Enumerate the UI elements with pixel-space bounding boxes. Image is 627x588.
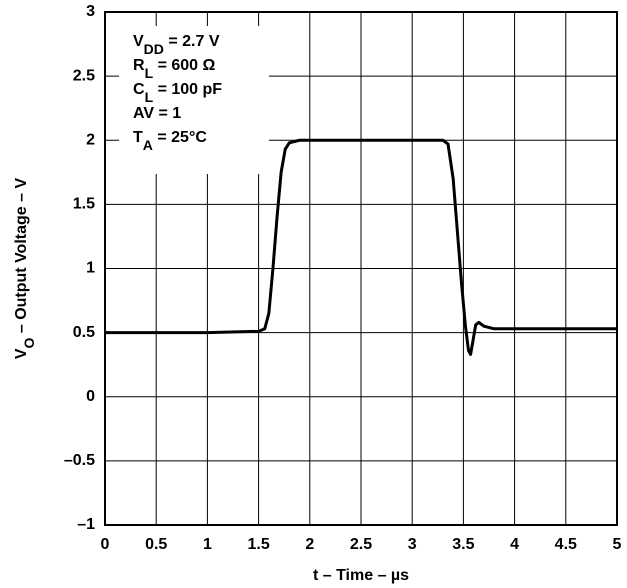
y-tick-label: –0.5 [64,452,95,469]
x-tick-label: 0 [101,536,110,553]
annotation: CL = 100 pF [133,81,222,104]
annotation-part: = 600 Ω [153,57,215,74]
x-tick-label: 5 [613,536,622,553]
annotation-part: = 2.7 V [164,33,220,50]
y-tick-label: 3 [86,3,95,20]
x-tick-label: 0.5 [145,536,167,553]
y-tick-label: –1 [77,516,95,533]
annotation-part: V [133,33,144,50]
y-tick-label: 0 [86,388,95,405]
annotation-part: T [133,129,143,146]
x-tick-label: 3 [408,536,417,553]
y-tick-label: 2 [86,131,95,148]
y-axis-label: VO – Output Voltage – V [13,178,36,360]
y-tick-label: 0.5 [73,324,95,341]
annotation-part: DD [144,41,164,57]
x-tick-label: 3.5 [452,536,474,553]
annotation: RL = 600 Ω [133,57,216,80]
y-axis-label-part: V [13,348,30,359]
plot-frame [104,11,618,526]
annotation-part: C [133,81,145,98]
x-axis-label: t – Time – µs [313,567,409,584]
x-tick-label: 4.5 [555,536,577,553]
annotation: AV = 1 [133,105,181,122]
y-tick-label: 1.5 [73,196,95,213]
x-tick-label: 2 [305,536,314,553]
annotation-part: R [133,57,145,74]
annotation-box [119,26,269,174]
annotation: VDD = 2.7 V [133,33,220,56]
x-tick-label: 2.5 [350,536,372,553]
annotation-part: = 100 pF [153,81,222,98]
x-tick-label: 4 [510,536,519,553]
annotation-part: L [145,65,154,81]
annotation-part: L [145,89,154,105]
y-tick-label: 1 [86,260,95,277]
y-axis-label-part: – Output Voltage – V [13,178,30,338]
y-tick-label: 2.5 [73,67,95,84]
x-tick-label: 1 [203,536,212,553]
line-series [105,138,617,356]
x-tick-label: 1.5 [247,536,269,553]
annotation-part: = 25°C [153,129,207,146]
y-axis-label-part: O [21,337,37,348]
annotation-part: AV = 1 [133,105,181,122]
annotation-part: A [143,137,153,153]
annotation: TA = 25°C [133,129,207,152]
